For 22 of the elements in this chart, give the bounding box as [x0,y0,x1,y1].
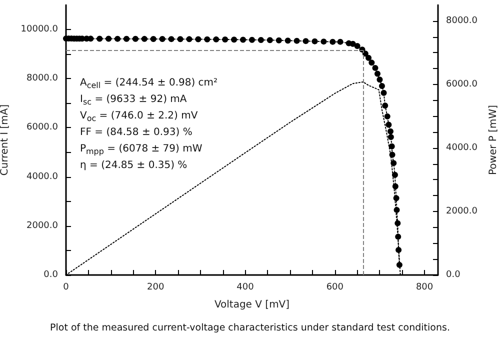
x-tick-label: 400 [236,282,254,292]
y2-tick-label: 6000.0 [446,79,478,90]
y-tick-label: 6000.0 [26,122,58,133]
y-tick-label: 8000.0 [26,74,58,84]
x-tick-label: 800 [416,282,434,292]
text: Plot of the measured current-voltage characteristics under standard test conditions. [50,322,450,334]
y-tick-label: 2000.0 [26,220,58,231]
y2-tick-label: 4000.0 [446,142,478,153]
x-tick-label: 600 [326,282,344,292]
y2-tick-label: 2000.0 [446,206,478,216]
y-tick-label: 0.0 [44,270,58,280]
y-axis-title: Current I [mA] [0,104,10,176]
y2-axis-title: Power P [mW] [488,104,499,176]
y2-tick-label: 8000.0 [446,16,478,26]
annotation: FF = (84.58 ± 0.93) % [80,127,192,138]
y-tick-label: 10000.0 [20,24,58,35]
annotation: η = (24.85 ± 0.35) % [80,160,188,171]
y-tick-label: 4000.0 [26,172,58,182]
y2-tick-label: 0.0 [446,270,461,280]
x-axis-title: Voltage V [mV] [214,300,290,310]
x-tick-label: 200 [147,282,164,292]
x-tick-label: 0 [63,282,70,292]
